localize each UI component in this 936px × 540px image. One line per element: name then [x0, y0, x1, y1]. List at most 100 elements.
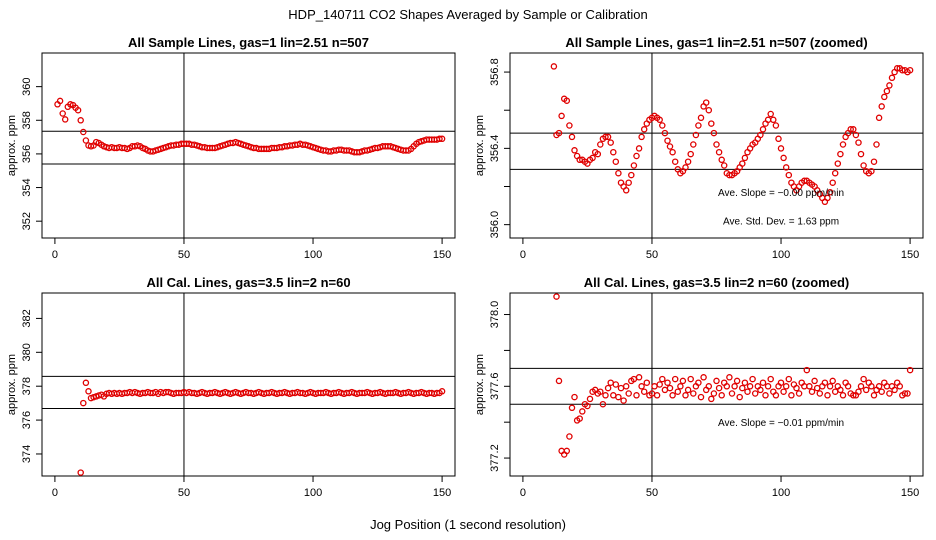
- data-point: [607, 379, 614, 386]
- y-tick-label: 377.2: [489, 444, 501, 472]
- data-point: [855, 388, 862, 395]
- data-point: [82, 137, 90, 144]
- data-point: [831, 169, 839, 177]
- data-point: [566, 122, 573, 129]
- y-tick-label: 377.6: [489, 373, 501, 401]
- data-point: [888, 74, 896, 82]
- data-point: [824, 392, 831, 399]
- data-point: [795, 390, 803, 397]
- data-point: [597, 388, 604, 395]
- data-point: [852, 131, 860, 139]
- data-point: [671, 375, 679, 383]
- data-point: [901, 390, 909, 397]
- data-point: [857, 150, 865, 158]
- data-series: [77, 379, 446, 476]
- x-axis-label: Jog Position (1 second resolution): [370, 517, 566, 532]
- data-point: [891, 386, 898, 394]
- data-point: [896, 383, 904, 390]
- y-tick-label: 360: [21, 77, 33, 95]
- data-point: [617, 384, 625, 392]
- x-tick-label: 150: [433, 249, 451, 261]
- data-point: [767, 110, 774, 118]
- data-point: [723, 383, 731, 390]
- x-tick-label: 150: [433, 487, 451, 499]
- y-tick-label: 356.4: [489, 135, 501, 163]
- y-axis-label: approx. ppm: [6, 115, 18, 176]
- data-point: [715, 384, 723, 392]
- data-point: [640, 126, 648, 133]
- data-point: [770, 116, 777, 124]
- data-point: [857, 383, 865, 390]
- data-point: [80, 399, 87, 407]
- data-point: [739, 160, 746, 167]
- data-point: [656, 116, 663, 124]
- data-point: [700, 374, 707, 381]
- data-point: [612, 381, 620, 388]
- data-point: [56, 97, 64, 105]
- data-point: [661, 129, 669, 137]
- data-point: [702, 99, 710, 106]
- data-point: [868, 167, 875, 175]
- panel-title: All Sample Lines, gas=1 lin=2.51 n=507: [128, 35, 369, 50]
- data-point: [744, 388, 751, 395]
- data-point: [816, 390, 824, 397]
- data-point: [855, 139, 862, 146]
- data-point: [788, 392, 795, 399]
- data-point: [883, 87, 891, 95]
- data-point: [777, 379, 785, 386]
- y-tick-label: 382: [21, 309, 33, 327]
- data-point: [878, 388, 885, 395]
- data-point: [77, 469, 84, 476]
- data-point: [870, 158, 878, 165]
- data-point: [870, 392, 878, 399]
- data-point: [651, 383, 658, 390]
- data-point: [638, 383, 645, 390]
- x-tick-label: 100: [772, 249, 790, 261]
- data-point: [793, 384, 800, 392]
- data-point: [653, 392, 661, 399]
- data-point: [656, 381, 663, 388]
- data-point: [847, 126, 854, 133]
- data-point: [571, 147, 578, 154]
- x-tick-label: 100: [772, 487, 790, 499]
- data-point: [850, 392, 857, 399]
- data-point: [438, 135, 446, 143]
- data-point: [873, 141, 880, 148]
- data-point: [780, 154, 787, 162]
- data-point: [59, 110, 66, 117]
- x-tick-label: 100: [304, 249, 322, 261]
- data-point: [622, 383, 630, 390]
- data-point: [77, 117, 84, 124]
- data-point: [602, 392, 609, 399]
- data-point: [563, 97, 571, 104]
- y-tick-label: 374: [21, 445, 33, 463]
- data-point: [690, 141, 697, 148]
- data-point: [710, 390, 718, 397]
- data-point: [813, 384, 821, 392]
- data-point: [844, 383, 852, 390]
- data-point: [625, 390, 632, 397]
- data-point: [571, 393, 578, 401]
- data-point: [682, 392, 689, 399]
- data-point: [731, 383, 738, 390]
- data-point: [839, 141, 847, 148]
- annotation-text: Ave. Slope = −0.00 ppm/min: [718, 188, 844, 199]
- data-point: [780, 388, 787, 395]
- data-point: [695, 379, 702, 386]
- data-point: [785, 171, 793, 179]
- data-point: [751, 390, 759, 397]
- data-point: [736, 393, 743, 401]
- data-point: [764, 116, 772, 124]
- data-point: [643, 379, 651, 386]
- data-point: [860, 162, 867, 169]
- data-point: [726, 374, 733, 381]
- data-point: [782, 383, 790, 390]
- data-point: [589, 154, 596, 162]
- data-point: [633, 392, 640, 399]
- data-point: [669, 148, 676, 156]
- chart-panel-1: All Sample Lines, gas=1 lin=2.51 n=507 0 5…: [6, 35, 456, 261]
- x-tick-label: 0: [520, 249, 526, 261]
- data-point: [555, 377, 563, 385]
- data-point: [594, 150, 602, 158]
- chart-panel-2: All Sample Lines, gas=1 lin=2.51 n=507 (…: [474, 35, 924, 261]
